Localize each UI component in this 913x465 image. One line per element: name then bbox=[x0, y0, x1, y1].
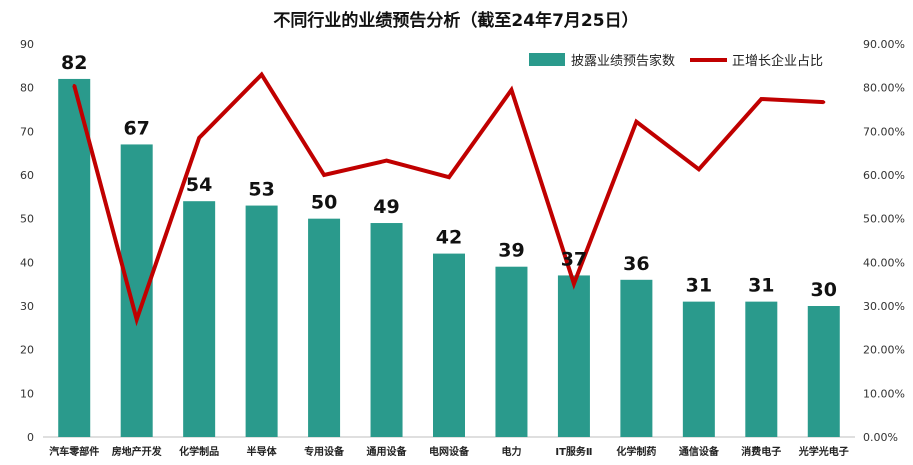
bar-value-label: 30 bbox=[811, 279, 837, 301]
bar-value-label: 67 bbox=[123, 117, 149, 139]
bar-value-label: 53 bbox=[248, 179, 274, 201]
line-point bbox=[260, 73, 264, 77]
y-left-tick-label: 40 bbox=[20, 256, 34, 269]
bar-series bbox=[58, 78, 840, 437]
y-left-tick-label: 20 bbox=[20, 344, 34, 357]
line-point bbox=[385, 159, 389, 163]
bar bbox=[58, 78, 91, 437]
y-left-tick-label: 10 bbox=[20, 387, 34, 400]
bar bbox=[245, 205, 278, 437]
x-tick-label: 电网设备 bbox=[429, 445, 470, 458]
bar-value-label: 82 bbox=[61, 52, 87, 74]
axes: 0 10 20 30 40 50 60 70 80 90 0.00% 10.00% 20.00% 30.0… bbox=[20, 38, 905, 458]
x-tick-label: 通信设备 bbox=[679, 445, 720, 458]
y-right-tick-label: 30.00% bbox=[863, 300, 905, 313]
bar-value-label: 54 bbox=[186, 174, 212, 196]
x-tick-label: 通用设备 bbox=[367, 445, 408, 458]
x-tick-label: IT服务Ⅱ bbox=[555, 445, 592, 458]
line-point bbox=[72, 83, 76, 87]
y-right-tick-label: 80.00% bbox=[863, 82, 905, 95]
chart-title: 不同行业的业绩预告分析（截至24年7月25日） bbox=[273, 10, 638, 31]
x-tick-label: 化学制品 bbox=[179, 445, 219, 458]
bar-value-label: 42 bbox=[436, 227, 462, 249]
line-series bbox=[72, 71, 826, 327]
y-right-tick-label: 60.00% bbox=[863, 169, 905, 182]
y-right-tick-label: 90.00% bbox=[863, 38, 905, 51]
line-point bbox=[634, 120, 638, 124]
y-right-tick-label: 20.00% bbox=[863, 344, 905, 357]
line-point bbox=[447, 175, 451, 179]
bar bbox=[745, 301, 778, 437]
bar bbox=[557, 275, 590, 437]
bar bbox=[183, 201, 216, 437]
legend-label-line: 正增长企业占比 bbox=[732, 53, 823, 69]
bar-value-label: 49 bbox=[373, 196, 399, 218]
line-point bbox=[697, 167, 701, 171]
bar bbox=[433, 253, 465, 437]
y-left-tick-label: 30 bbox=[20, 300, 34, 313]
line-point bbox=[135, 318, 139, 322]
bar-value-label: 39 bbox=[498, 240, 524, 262]
bar-value-label: 36 bbox=[623, 253, 649, 275]
y-left-tick-label: 60 bbox=[20, 169, 34, 182]
y-left-tick-label: 80 bbox=[20, 82, 34, 95]
bar-value-label: 31 bbox=[686, 275, 712, 297]
data-labels: 82 67 54 53 50 49 42 39 37 36 31 31 30 bbox=[61, 52, 837, 301]
x-tick-label: 专用设备 bbox=[304, 445, 345, 458]
y-left-tick-label: 50 bbox=[20, 213, 34, 226]
bar bbox=[308, 218, 341, 437]
y-right-tick-label: 0.00% bbox=[863, 431, 898, 444]
legend-swatch-bar bbox=[529, 53, 565, 66]
y-right-tick-label: 50.00% bbox=[863, 213, 905, 226]
bar bbox=[370, 223, 403, 437]
line-point bbox=[572, 282, 576, 286]
x-tick-label: 消费电子 bbox=[741, 445, 781, 458]
line-point bbox=[822, 100, 826, 104]
bar-value-label: 37 bbox=[561, 248, 587, 270]
line-point bbox=[509, 88, 513, 92]
y-right-tick-label: 70.00% bbox=[863, 125, 905, 138]
line-point bbox=[759, 97, 763, 101]
x-tick-label: 半导体 bbox=[247, 445, 278, 458]
bar bbox=[495, 266, 528, 437]
bar-value-label: 50 bbox=[311, 192, 337, 214]
legend: 披露业绩预告家数 正增长企业占比 bbox=[529, 53, 823, 69]
line-point bbox=[322, 173, 326, 177]
bar-value-label: 31 bbox=[748, 275, 774, 297]
y-left-tick-label: 0 bbox=[27, 431, 34, 444]
x-tick-label: 汽车零部件 bbox=[49, 445, 99, 458]
y-right-tick-label: 40.00% bbox=[863, 256, 905, 269]
x-tick-label: 电力 bbox=[501, 445, 521, 458]
bar bbox=[620, 279, 653, 437]
x-tick-label: 房地产开发 bbox=[112, 445, 163, 458]
line-point bbox=[197, 136, 201, 140]
x-tick-label: 化学制药 bbox=[616, 445, 656, 458]
y-left-tick-label: 70 bbox=[20, 125, 34, 138]
y-right-tick-label: 10.00% bbox=[863, 387, 905, 400]
y-left-tick-label: 90 bbox=[20, 38, 34, 51]
bar bbox=[807, 306, 840, 437]
legend-label-bar: 披露业绩预告家数 bbox=[571, 53, 675, 69]
x-tick-label: 光学光电子 bbox=[798, 445, 849, 458]
bar bbox=[682, 301, 715, 437]
